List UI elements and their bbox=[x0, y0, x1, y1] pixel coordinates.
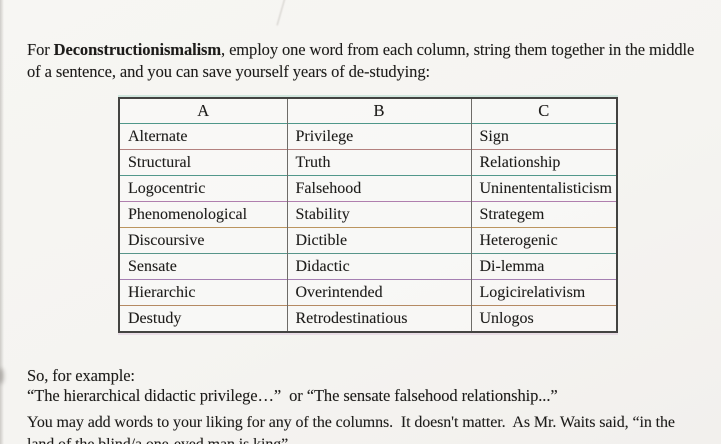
table-cell: Alternate bbox=[118, 123, 288, 150]
table-cell: Falsehood bbox=[286, 175, 472, 202]
table-cell: Sensate bbox=[118, 253, 288, 280]
table-cell: Strategem bbox=[470, 201, 618, 228]
table-row: Phenomenological Stability Strategem bbox=[118, 201, 618, 228]
column-header-a: A bbox=[118, 98, 288, 124]
column-header-b: B bbox=[286, 98, 472, 124]
table-row: Structural Truth Relationship bbox=[118, 149, 618, 176]
table-cell: Dictible bbox=[286, 227, 472, 254]
table-cell: Didactic bbox=[286, 253, 472, 280]
intro-paragraph: For Deconstructionismalism, employ one w… bbox=[27, 39, 694, 83]
example-sentences: “The hierarchical didactic privilege…” o… bbox=[27, 385, 558, 405]
table-row: Logocentric Falsehood Uninententalistici… bbox=[118, 175, 618, 202]
table-cell: Structural bbox=[118, 149, 288, 176]
table-cell: Unlogos bbox=[470, 305, 618, 332]
intro-prefix: For bbox=[27, 39, 54, 59]
table-cell: Heterogenic bbox=[470, 227, 618, 254]
word-columns-table: A B C Alternate Privilege Sign Structura… bbox=[118, 97, 618, 333]
table-header-row: A B C bbox=[118, 98, 618, 124]
column-header-c: C bbox=[470, 98, 618, 124]
table-cell: Privilege bbox=[286, 123, 472, 150]
intro-term: Deconstructionismalism bbox=[53, 39, 222, 59]
table-cell: Discoursive bbox=[118, 227, 288, 254]
table-cell: Di-lemma bbox=[470, 253, 618, 280]
closing-line2: land of the blind/a one-eyed man is king… bbox=[27, 435, 293, 444]
intro-line1-rest: , employ one word from each column, stri… bbox=[221, 39, 695, 59]
table-cell: Relationship bbox=[470, 149, 618, 176]
table-row: Discoursive Dictible Heterogenic bbox=[118, 227, 618, 254]
intro-line2: of a sentence, and you can save yourself… bbox=[27, 61, 430, 81]
closing-line1: You may add words to your liking for any… bbox=[27, 414, 675, 431]
table-row: Destudy Retrodestinatious Unlogos bbox=[118, 305, 618, 332]
table-cell: Hierarchic bbox=[118, 279, 288, 306]
table-cell: Destudy bbox=[118, 305, 288, 332]
paper-crease bbox=[276, 0, 287, 26]
table-cell: Overintended bbox=[286, 279, 472, 306]
table-cell: Logicirelativism bbox=[470, 279, 618, 306]
table-cell: Sign bbox=[470, 123, 618, 150]
example-lead: So, for example: bbox=[27, 365, 135, 385]
table-cell: Truth bbox=[286, 149, 472, 176]
table-row: Alternate Privilege Sign bbox=[118, 123, 618, 150]
closing-paragraph: You may add words to your liking for any… bbox=[27, 412, 675, 444]
table-cell: Phenomenological bbox=[118, 201, 288, 228]
scan-edge-shadow bbox=[0, 0, 4, 444]
table-cell: Stability bbox=[286, 201, 472, 228]
table-row: Hierarchic Overintended Logicirelativism bbox=[118, 279, 618, 306]
table-row: Sensate Didactic Di-lemma bbox=[118, 253, 618, 280]
table-cell: Uninententalisticism bbox=[470, 175, 618, 202]
table-cell: Logocentric bbox=[118, 175, 288, 202]
table-cell: Retrodestinatious bbox=[286, 305, 472, 332]
scan-smudge bbox=[0, 368, 4, 384]
